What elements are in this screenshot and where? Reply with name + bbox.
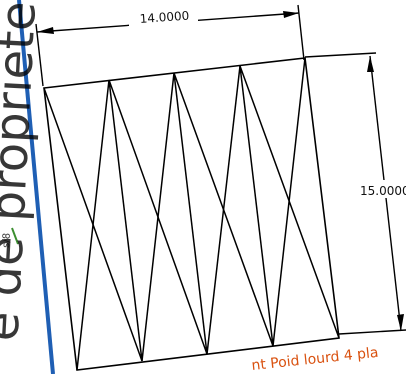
top-dim-text-bg (129, 9, 198, 26)
right-dim-arrow-top (367, 56, 374, 72)
internal-truss-lines (43, 57, 340, 371)
side-text-group: e de propriete (0, 0, 47, 342)
side-small-text-group: s/8 (1, 233, 13, 249)
top-dim-ext-left (35, 23, 44, 87)
top-dim-arrow-left (37, 27, 54, 34)
right-dimension-label: 15.0000 (360, 184, 406, 198)
green-side-mark (11, 227, 19, 245)
top-dim-arrow-right (283, 11, 299, 18)
top-dimension-label: 14.0000 (139, 9, 189, 26)
main-rectangle (43, 57, 340, 371)
right-dim-text-bg (358, 180, 406, 198)
right-dim-ext-top (304, 52, 377, 58)
right-dim-arrow-bottom (397, 314, 404, 331)
side-text: e de propriete (0, 0, 47, 342)
top-dim-ext-right (297, 4, 305, 61)
right-dim-ext-bottom (338, 329, 406, 335)
side-small-text: s/8 (1, 233, 13, 249)
bottom-note: nt Poid lourd 4 pla (251, 345, 379, 374)
blue-frame-border (17, 0, 55, 374)
